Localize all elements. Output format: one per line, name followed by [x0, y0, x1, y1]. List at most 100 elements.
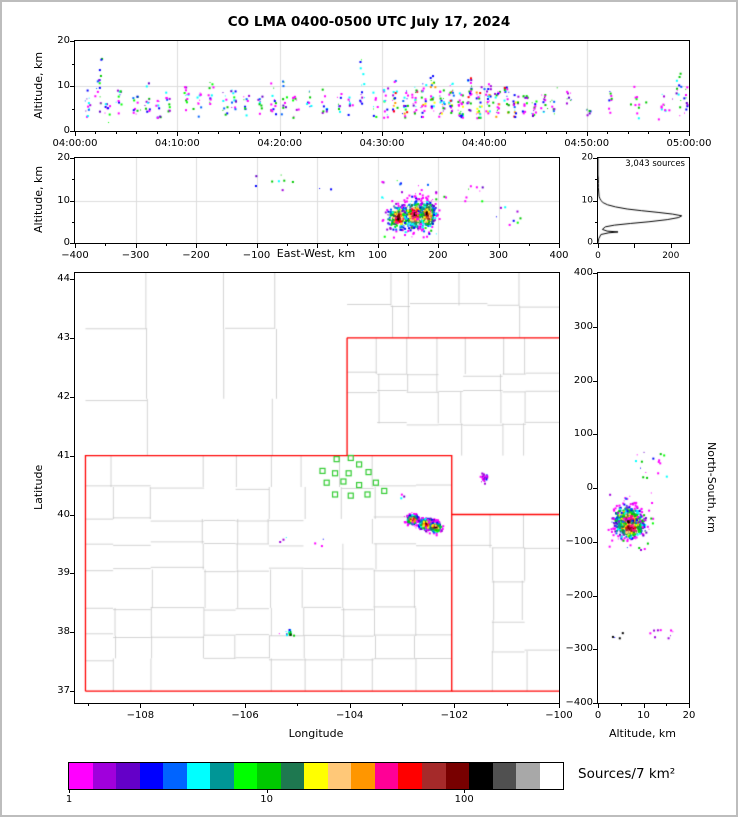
y-tick [593, 326, 598, 328]
x-minor-tick [300, 131, 302, 134]
x-tick [598, 243, 599, 248]
x-minor-tick [95, 131, 97, 134]
x-tick [382, 131, 383, 136]
y-tick [70, 158, 75, 159]
x-tick-label: 04:00:00 [52, 138, 98, 149]
ns-height-ylabel: North-South, km [705, 441, 718, 533]
x-tick [75, 243, 76, 248]
x-tick-label: 04:10:00 [154, 138, 200, 149]
source-count-annotation: 3,043 sources [625, 159, 685, 169]
y-tick-label: 20 [581, 152, 593, 163]
x-tick [177, 131, 179, 136]
x-minor-tick [443, 131, 445, 134]
x-minor-tick [506, 703, 508, 706]
x-minor-tick [115, 131, 117, 134]
x-tick [256, 243, 258, 248]
x-minor-tick [607, 131, 609, 134]
x-minor-tick [156, 131, 158, 134]
colorbar-segment [92, 763, 117, 789]
y-tick [593, 380, 598, 382]
colorbar-tick [464, 789, 466, 793]
x-tick-label: 300 [488, 250, 509, 261]
y-tick [593, 243, 598, 244]
colorbar-label: Sources/7 km² [578, 766, 676, 782]
x-tick [75, 131, 76, 136]
x-tick [377, 243, 379, 248]
y-tick-label: 42 [57, 390, 70, 402]
colorbar-segment [516, 763, 540, 789]
x-minor-tick [422, 131, 424, 134]
y-tick [593, 434, 598, 436]
y-tick-label: −400 [565, 697, 593, 708]
y-minor-tick [72, 63, 75, 65]
x-tick-label: 200 [428, 250, 448, 261]
y-tick [70, 278, 75, 280]
colorbar-segment [351, 763, 375, 789]
y-tick [70, 514, 75, 516]
y-tick-label: 20 [57, 152, 70, 163]
x-minor-tick [566, 131, 568, 134]
plan-view-ylabel: Latitude [32, 464, 45, 510]
y-tick [70, 243, 75, 244]
alt-histogram-canvas [598, 158, 689, 243]
x-tick-label: −108 [126, 710, 155, 721]
colorbar-segment [116, 763, 140, 789]
x-tick-label: −102 [440, 710, 469, 721]
time-height-canvas [75, 41, 689, 131]
x-minor-tick [320, 131, 322, 134]
x-minor-tick [226, 243, 228, 246]
x-minor-tick [666, 703, 668, 706]
x-tick [135, 243, 137, 248]
y-tick-label: 43 [57, 331, 70, 343]
y-minor-tick [72, 108, 75, 110]
x-tick [598, 703, 599, 708]
y-tick [593, 649, 598, 651]
x-tick-label: −106 [231, 710, 259, 721]
y-tick [70, 455, 75, 457]
x-tick-label: 20 [682, 710, 696, 721]
colorbar-segment [210, 763, 234, 789]
x-tick-label: −300 [121, 250, 150, 261]
colorbar-segment [398, 763, 422, 789]
x-tick [670, 243, 672, 248]
colorbar-tick-label: 1 [65, 794, 73, 805]
x-tick-label: 04:40:00 [461, 138, 507, 149]
x-minor-tick [545, 131, 547, 134]
x-tick-label: 04:30:00 [359, 138, 405, 149]
ns-height-xlabel: Altitude, km [608, 727, 677, 740]
y-tick [593, 158, 598, 159]
x-tick [498, 243, 500, 248]
colorbar-segment [69, 763, 93, 789]
x-minor-tick [402, 131, 404, 134]
colorbar-segment [374, 763, 399, 789]
x-tick [317, 243, 318, 248]
x-tick [484, 131, 486, 136]
y-minor-tick [72, 179, 75, 181]
y-tick [70, 41, 75, 42]
colorbar-tick-label: 10 [260, 794, 273, 805]
x-tick [245, 703, 247, 708]
x-tick [454, 703, 456, 708]
x-tick [438, 243, 439, 248]
x-tick-label: 100 [367, 250, 388, 261]
y-tick-label: 40 [57, 508, 70, 520]
y-tick [70, 86, 75, 87]
x-minor-tick [105, 243, 107, 246]
x-tick-label: −400 [61, 250, 89, 261]
x-minor-tick [627, 131, 629, 134]
y-tick-label: 41 [57, 449, 70, 461]
y-tick [70, 337, 75, 339]
x-minor-tick [361, 131, 363, 134]
x-tick-label: 0 [595, 251, 601, 261]
x-minor-tick [197, 131, 199, 134]
x-tick-label: −100 [545, 710, 573, 721]
x-minor-tick [402, 703, 404, 706]
x-tick-label: 04:20:00 [257, 138, 303, 149]
x-minor-tick [668, 131, 670, 134]
x-minor-tick [136, 131, 138, 134]
panel-plan-view: −108 −106 −104 −102 −100 37 38 39 40 41 42 43 44 [57, 272, 573, 721]
x-tick-label: 10 [637, 710, 650, 721]
colorbar-segment [139, 763, 164, 789]
ew-height-canvas [75, 158, 559, 243]
